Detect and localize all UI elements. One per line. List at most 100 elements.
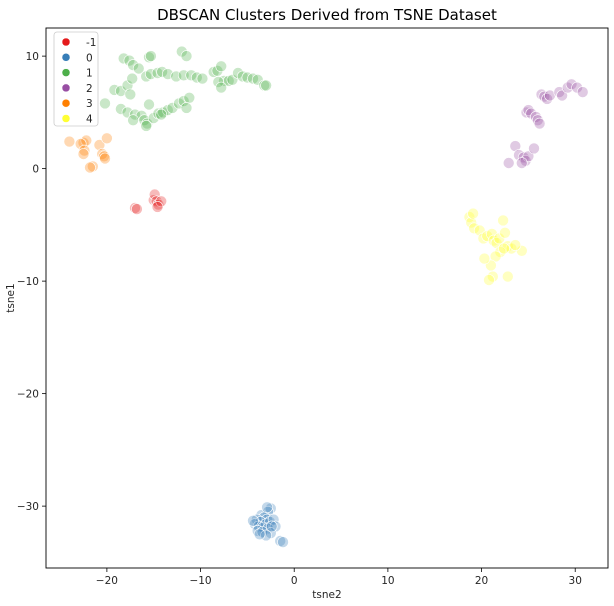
scatter-point-cluster-2: [502, 157, 515, 169]
scatter-point-cluster-1: [123, 54, 136, 67]
legend-label: 4: [86, 114, 93, 126]
scatter-point-cluster-3: [101, 132, 113, 145]
legend-label: 3: [86, 98, 93, 110]
legend: -1 0 1 2 3 4: [53, 31, 99, 127]
scatter-point-cluster-0: [269, 520, 282, 533]
scatter-point-cluster-3: [80, 134, 93, 147]
legend-marker: [61, 68, 71, 77]
scatter-point-cluster-1: [143, 98, 155, 111]
scatter-point-cluster-4: [483, 274, 495, 286]
scatter-point-cluster-1: [115, 103, 127, 115]
points-layer: [63, 45, 589, 548]
x-tick-label: 10: [381, 575, 394, 587]
legend-marker: [61, 98, 71, 108]
scatter-point-cluster-1: [232, 67, 244, 79]
scatter-point-cluster-4: [509, 239, 522, 251]
scatter-point-cluster-2: [509, 140, 522, 152]
scatter-point-cluster-1: [183, 92, 196, 104]
scatter-point-cluster-2: [530, 111, 542, 123]
scatter-point-cluster-1: [196, 72, 209, 85]
legend-label: -1: [86, 37, 96, 49]
scatter-point-cluster-4: [494, 246, 507, 258]
scatter-point-cluster-1: [127, 59, 139, 71]
scatter-point-cluster--1: [155, 195, 167, 208]
scatter-point-cluster-3: [77, 148, 90, 160]
scatter-point-cluster-1: [147, 112, 160, 124]
scatter-point-cluster-4: [486, 270, 499, 283]
legend-marker: [61, 53, 71, 62]
scatter-point-cluster-4: [465, 216, 478, 229]
scatter-point-cluster-4: [489, 250, 502, 263]
y-axis-label: tsne1: [5, 283, 17, 312]
scatter-point-cluster-2: [576, 86, 589, 98]
scatter-point-cluster-1: [176, 45, 188, 58]
scatter-point-cluster-1: [218, 75, 230, 87]
plot-frame: [45, 27, 609, 569]
x-tick-label: 0: [291, 575, 298, 587]
scatter-point-cluster-4: [478, 252, 491, 265]
legend-marker: [61, 114, 71, 123]
scatter-point-cluster-4: [467, 207, 479, 220]
scatter-point-cluster-1: [212, 76, 225, 88]
x-axis-label: tsne2: [312, 589, 341, 601]
scatter-point-cluster-1: [215, 60, 227, 73]
scatter-point-cluster-1: [121, 79, 134, 92]
scatter-point-cluster-2: [533, 117, 546, 130]
scatter-point-cluster-2: [556, 89, 568, 102]
scatter-point-cluster-1: [143, 51, 155, 64]
y-tick-label: −10: [17, 276, 39, 288]
scatter-point-cluster-4: [497, 214, 509, 227]
scatter-point-cluster-1: [126, 72, 138, 85]
scatter-point-cluster-1: [170, 70, 182, 83]
scatter-point-cluster-1: [166, 102, 179, 114]
legend-marker: [61, 37, 71, 47]
scatter-point-cluster--1: [151, 201, 164, 213]
scatter-point-cluster-1: [132, 62, 145, 75]
scatter-point-cluster-1: [124, 88, 137, 101]
scatter-point-cluster-1: [145, 50, 157, 62]
y-tick-label: 10: [26, 51, 39, 63]
scatter-point-cluster-3: [63, 135, 76, 148]
scatter-point-cluster-1: [180, 102, 193, 114]
scatter-point-cluster-2: [528, 142, 540, 155]
scatter-point-cluster-0: [261, 501, 273, 514]
scatter-point-cluster-4: [501, 270, 514, 283]
scatter-point-cluster--1: [131, 203, 143, 215]
scatter-point-cluster-0: [265, 520, 278, 533]
scatter-point-cluster-3: [93, 139, 106, 151]
scatter-point-cluster-1: [177, 95, 190, 107]
scatter-point-cluster-1: [99, 97, 111, 110]
scatter-point-cluster-0: [247, 514, 259, 527]
scatter-point-cluster-1: [140, 120, 152, 132]
scatter-point-cluster-1: [151, 67, 164, 79]
scatter-point-cluster-4: [498, 242, 510, 255]
y-tick-label: −30: [17, 501, 39, 513]
scatter-point-cluster-4: [499, 227, 511, 239]
scatter-point-cluster-3: [99, 152, 111, 165]
x-tick-label: −10: [189, 575, 211, 587]
scatter-point-cluster-3: [84, 161, 96, 174]
x-tick-label: 20: [475, 575, 488, 587]
scatter-point-cluster-2: [515, 157, 528, 169]
legend-label: 0: [86, 52, 93, 64]
y-tick-label: −20: [17, 389, 39, 401]
scatter-point-cluster--1: [129, 202, 141, 214]
scatter-point-cluster-2: [561, 81, 574, 94]
scatter-point-cluster-2: [565, 78, 578, 91]
scatter-point-cluster-1: [260, 79, 272, 92]
scatter-point-cluster-0: [253, 528, 266, 541]
scatter-point-cluster-1: [127, 114, 139, 126]
scatter-point-cluster-2: [520, 106, 533, 119]
legend-label: 2: [86, 83, 93, 95]
scatter-point-cluster-1: [180, 50, 193, 62]
y-tick-label: 0: [32, 164, 39, 176]
scatter-point-cluster-0: [277, 536, 289, 548]
scatter-point-cluster-1: [215, 81, 227, 94]
scatter-point-cluster-1: [247, 72, 259, 85]
x-tick-label: 30: [569, 575, 582, 587]
scatter-point-cluster-1: [155, 108, 167, 121]
legend-items: -1 0 1 2 3 4: [61, 37, 96, 126]
chart-title: DBSCAN Clusters Derived from TSNE Datase…: [157, 6, 497, 24]
